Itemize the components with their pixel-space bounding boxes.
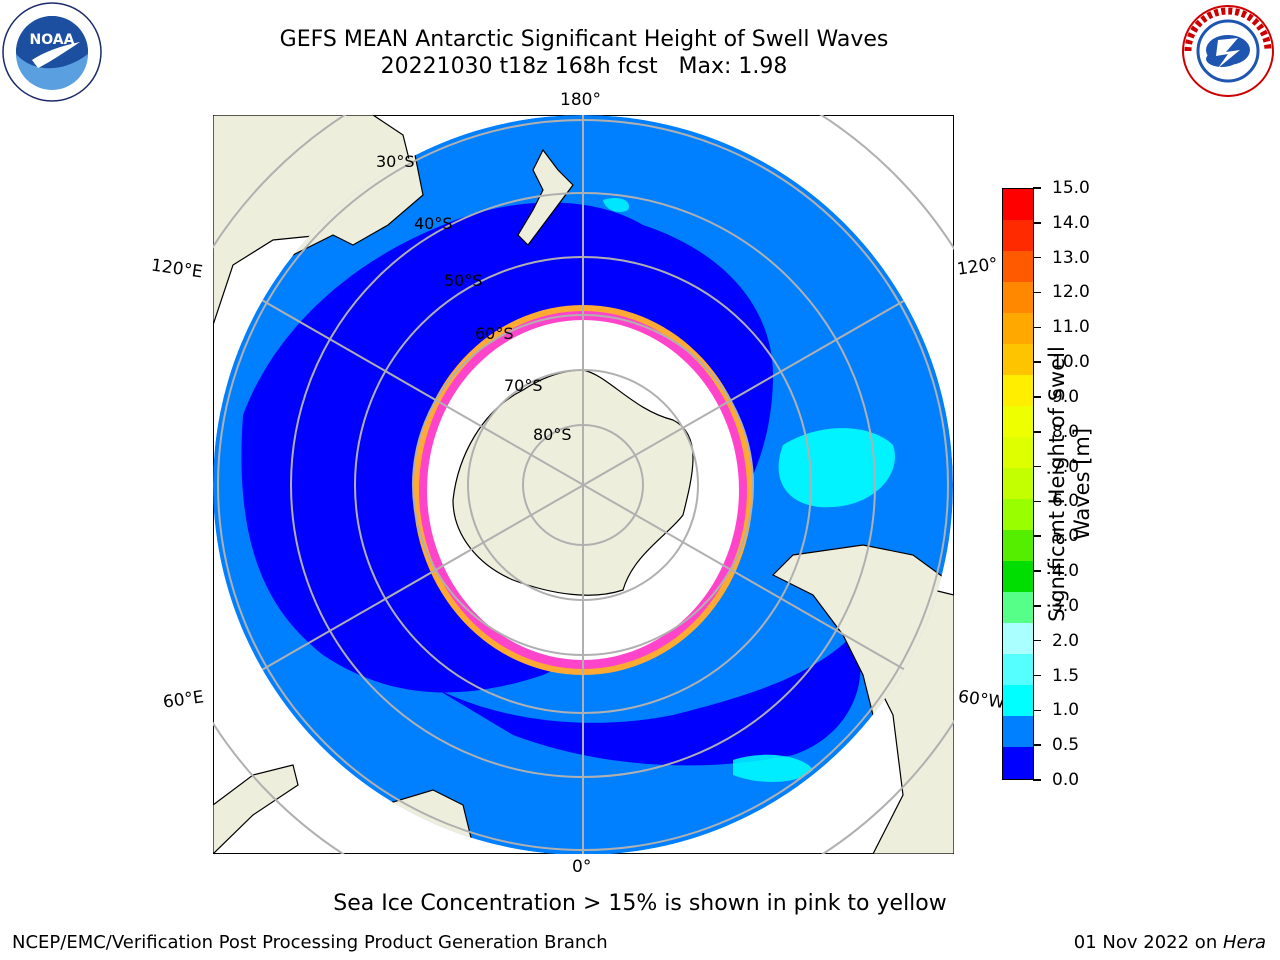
nws-logo-icon [1182,5,1274,97]
colorbar-tick-mark [1033,570,1041,572]
colorbar-tick-mark [1033,361,1041,363]
lon-label-120w: 120° [955,254,1000,280]
colorbar-tick-mark [1033,187,1041,189]
footer-date: 01 Nov 2022 on Hera [1074,932,1266,953]
footer-credit: NCEP/EMC/Verification Post Processing Pr… [12,932,608,953]
colorbar-segment [1003,685,1033,717]
chart-title: GEFS MEAN Antarctic Significant Height o… [279,27,889,52]
colorbar-tick-mark [1033,256,1041,259]
lat-label-80s: 80°S [533,425,572,444]
colorbar-tick-label: 1.5 [1052,665,1080,686]
lon-label-120e: 120°E [149,255,204,283]
colorbar-tick-label: 6.0 [1052,491,1080,512]
colorbar-tick-label: 0.0 [1052,770,1080,790]
colorbar-tick-mark [1033,326,1041,329]
colorbar-segment [1003,654,1033,686]
colorbar-segment [1003,375,1033,407]
land-new-zealand [517,148,574,246]
colorbar-tick-mark [1033,396,1041,398]
colorbar-label-line2: Waves [m] [1070,427,1094,541]
colorbar-tick-mark [1033,639,1041,642]
colorbar-tick-label: 3.0 [1052,595,1080,616]
colorbar-segment [1003,623,1033,655]
colorbar-tick-label: 0.5 [1052,735,1080,756]
colorbar-segment [1003,282,1033,314]
lat-label-70s: 70°S [504,376,543,395]
colorbar-label: Significant Height of Swell Waves [m] [1045,294,1095,674]
colorbar-tick-label: 15.0 [1052,178,1090,198]
svg-text:NOAA: NOAA [30,32,75,48]
colorbar-tick-mark [1033,291,1041,294]
colorbar-tick-label: 11.0 [1052,317,1090,338]
colorbar-tick-label: 9.0 [1052,386,1080,407]
colorbar-segment [1003,344,1033,376]
colorbar-segment [1003,716,1033,748]
lat-label-40s: 40°S [414,214,453,233]
colorbar-segment [1003,437,1033,469]
colorbar-segment [1003,592,1033,624]
footer-date-text: 01 Nov 2022 on [1073,932,1223,953]
lat-label-50s: 50°S [444,271,483,290]
colorbar-tick-mark [1033,431,1041,433]
colorbar-tick-label: 12.0 [1052,282,1090,303]
lon-label-0: 0° [572,857,592,877]
colorbar-segment [1003,313,1033,345]
colorbar-tick-mark [1033,744,1041,746]
colorbar-tick-mark [1033,779,1041,781]
swell-patch-cyan-2 [733,754,813,782]
chart-subtitle: 20221030 t18z 168h fcst Max: 1.98 [380,54,788,79]
colorbar-tick-label: 2.0 [1052,630,1080,651]
colorbar-segment [1003,406,1033,438]
lat-label-60s: 60°S [475,324,514,343]
colorbar-segment [1003,189,1033,221]
colorbar-tick-label: 13.0 [1052,247,1090,268]
caption: Sea Ice Concentration > 15% is shown in … [333,891,947,916]
colorbar-tick-label: 1.0 [1052,700,1080,721]
colorbar-tick-mark [1033,535,1041,537]
colorbar-segment [1003,468,1033,500]
colorbar-segment [1003,530,1033,562]
swell-region-deep-blue-south [413,635,861,766]
colorbar-tick-label: 4.0 [1052,561,1080,582]
colorbar-segment [1003,499,1033,531]
colorbar-tick-label: 10.0 [1052,352,1090,373]
swell-patch-cyan-3 [603,198,629,212]
colorbar-tick-mark [1033,465,1041,468]
colorbar-tick-mark [1033,605,1041,607]
colorbar-segment [1003,220,1033,252]
colorbar-tick-label: 5.0 [1052,526,1080,547]
colorbar-segment [1003,561,1033,593]
colorbar-tick-mark [1033,674,1041,677]
colorbar [1002,188,1034,780]
colorbar-tick-mark [1033,222,1041,224]
colorbar-segment [1003,747,1033,779]
colorbar-tick-label: 14.0 [1052,212,1090,233]
lon-label-60w: 60°W [956,686,1007,714]
noaa-logo-icon: NOAA [2,2,102,102]
colorbar-label-line1: Significant Height of Swell [1045,346,1069,622]
lat-label-30s: 30°S [376,152,415,171]
colorbar-tick-label: 8.0 [1052,421,1080,442]
colorbar-tick-mark [1033,500,1041,503]
lon-label-180: 180° [560,90,601,110]
colorbar-tick-mark [1033,709,1041,712]
colorbar-segment [1003,251,1033,283]
polar-map [213,115,954,854]
colorbar-tick-label: 7.0 [1052,456,1080,477]
footer-machine: Hera [1222,932,1266,953]
lon-label-60e: 60°E [161,687,206,713]
